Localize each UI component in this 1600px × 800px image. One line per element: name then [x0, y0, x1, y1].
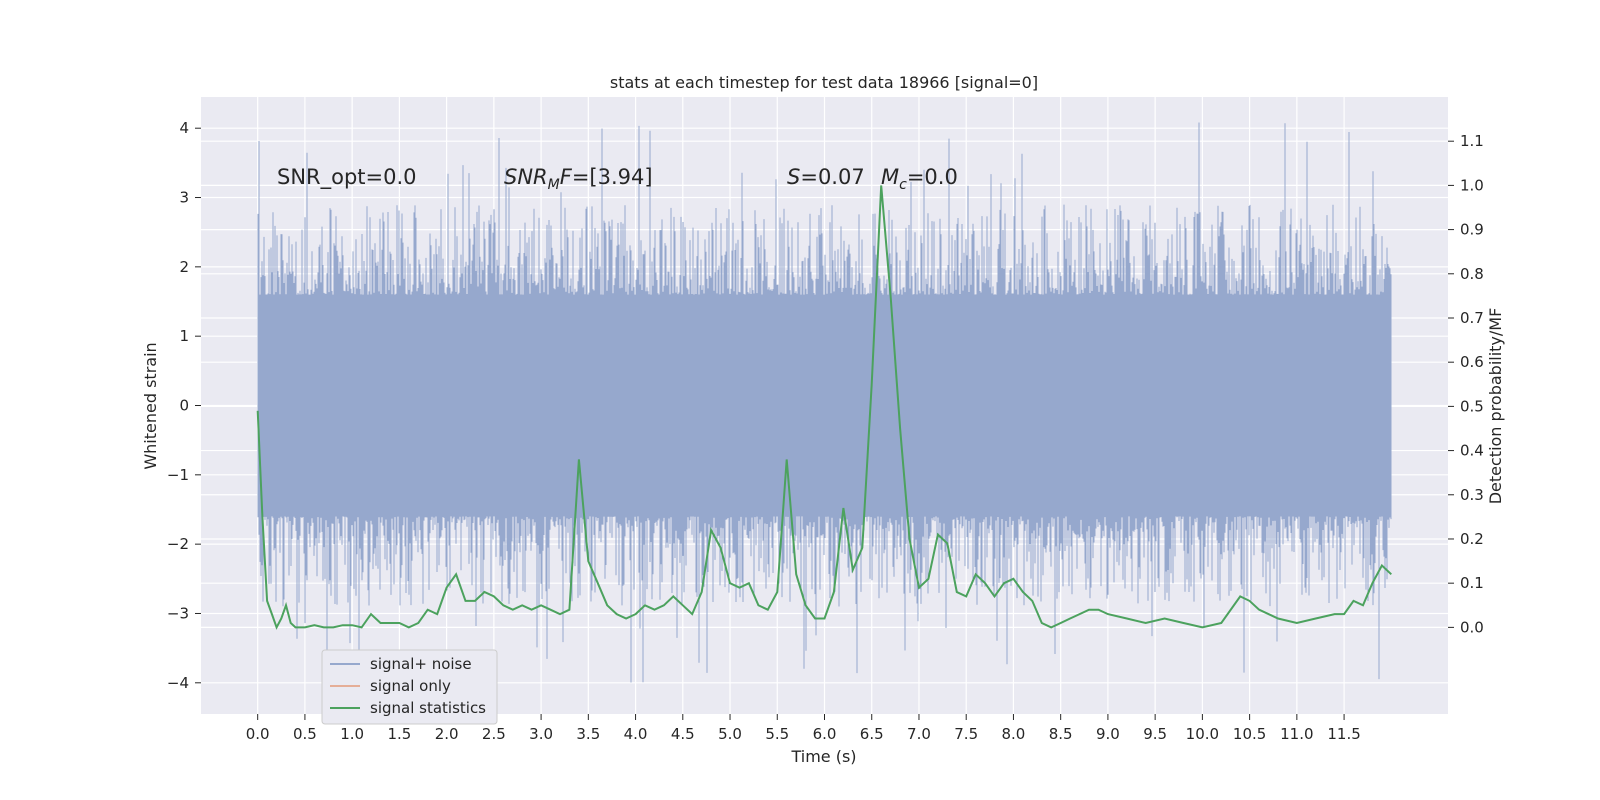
- y-axis-ticks: 4 3 2 1 0 −1 −2 −3 −4: [167, 119, 201, 692]
- x-tick-label: 9.0: [1096, 725, 1120, 743]
- x-tick-label: 2.0: [435, 725, 459, 743]
- y-tick-label: 3: [179, 189, 189, 207]
- x-tick-label: 11.5: [1327, 725, 1360, 743]
- y2-tick-label: 0.4: [1460, 442, 1484, 460]
- x-tick-label: 9.5: [1143, 725, 1167, 743]
- y-tick-label: 4: [179, 119, 189, 137]
- legend-box: [321, 649, 498, 725]
- y-axis-label: Whitened strain: [141, 342, 160, 469]
- x-tick-label: 5.5: [765, 725, 789, 743]
- y2-tick-label: 1.0: [1460, 176, 1484, 194]
- x-tick-label: 0.0: [246, 725, 270, 743]
- x-tick-label: 10.5: [1233, 725, 1266, 743]
- y-tick-label: 0: [179, 397, 189, 415]
- statistics-line: [256, 185, 1392, 630]
- annotations: SNR_opt=0.0 SNRMF=[3.94] S=0.07 Mc=0.0: [277, 165, 958, 193]
- y2-tick-label: 0.2: [1460, 530, 1484, 548]
- legend: signal+ noise signal only signal statist…: [321, 649, 498, 725]
- chart-title: stats at each timestep for test data 189…: [610, 73, 1038, 92]
- x-tick-label: 8.0: [1002, 725, 1026, 743]
- x-tick-label: 10.0: [1186, 725, 1219, 743]
- y-tick-label: −4: [167, 674, 189, 692]
- y2-tick-label: 0.6: [1460, 353, 1484, 371]
- y2-axis-ticks: 1.1 1.0 0.9 0.8 0.7 0.6 0.5 0.4 0.3 0.2 0.1 0.0: [1448, 132, 1484, 636]
- legend-label-signal-only: signal only: [370, 677, 451, 695]
- x-tick-label: 8.5: [1049, 725, 1073, 743]
- x-tick-label: 7.5: [954, 725, 978, 743]
- signal-statistics-series: [256, 185, 1392, 630]
- x-tick-label: 1.5: [387, 725, 411, 743]
- x-axis-label: Time (s): [790, 747, 856, 766]
- x-axis-ticks: 0.0 0.5 1.0 1.5 2.0 2.5 3.0 3.5 4.0 4.5 5.0 5.5 6.0 6…: [246, 714, 1361, 743]
- x-tick-label: 7.0: [907, 725, 931, 743]
- x-tick-label: 4.0: [624, 725, 648, 743]
- annotation-snr-opt: SNR_opt=0.0: [277, 165, 417, 190]
- x-tick-label: 11.0: [1280, 725, 1313, 743]
- s-value: =0.07: [800, 165, 864, 189]
- snr-mf-value: =[3.94]: [572, 165, 653, 189]
- legend-label-signal-noise: signal+ noise: [370, 655, 472, 673]
- y2-tick-label: 0.3: [1460, 486, 1484, 504]
- x-tick-label: 6.5: [860, 725, 884, 743]
- x-tick-label: 3.0: [529, 725, 553, 743]
- y2-tick-label: 0.5: [1460, 397, 1484, 415]
- y-tick-label: −1: [167, 466, 189, 484]
- y2-tick-label: 0.0: [1460, 618, 1484, 636]
- legend-label-signal-statistics: signal statistics: [370, 699, 486, 717]
- y-tick-label: 1: [179, 327, 189, 345]
- mc-subscript: c: [899, 177, 907, 193]
- snr-mf-f: F: [560, 165, 573, 189]
- x-tick-label: 2.5: [482, 725, 506, 743]
- annotation-mc: Mc=0.0: [881, 165, 958, 193]
- x-tick-label: 1.0: [340, 725, 364, 743]
- annotation-snr-mf: SNRMF=[3.94]: [504, 165, 653, 193]
- y-tick-label: −2: [167, 535, 189, 553]
- snr-mf-symbol: SNR: [504, 165, 548, 189]
- signal-noise-series: [257, 122, 1392, 683]
- noise-spikes: [257, 122, 1392, 683]
- x-tick-label: 6.0: [813, 725, 837, 743]
- y2-tick-label: 0.9: [1460, 221, 1484, 239]
- s-symbol: S: [787, 165, 800, 189]
- x-tick-label: 5.0: [718, 725, 742, 743]
- y-tick-label: 2: [179, 258, 189, 276]
- x-tick-label: 3.5: [576, 725, 600, 743]
- y2-tick-label: 0.8: [1460, 265, 1484, 283]
- mc-value: =0.0: [907, 165, 958, 189]
- mc-symbol: M: [881, 165, 899, 189]
- y2-axis-label: Detection probability/MF: [1486, 308, 1505, 505]
- x-tick-label: 0.5: [293, 725, 317, 743]
- y2-tick-label: 1.1: [1460, 132, 1484, 150]
- y-tick-label: −3: [167, 604, 189, 622]
- x-tick-label: 4.5: [671, 725, 695, 743]
- annotation-s: S=0.07: [787, 165, 865, 189]
- y2-tick-label: 0.7: [1460, 309, 1484, 327]
- y2-tick-label: 0.1: [1460, 574, 1484, 592]
- snr-mf-subscript: M: [548, 177, 560, 193]
